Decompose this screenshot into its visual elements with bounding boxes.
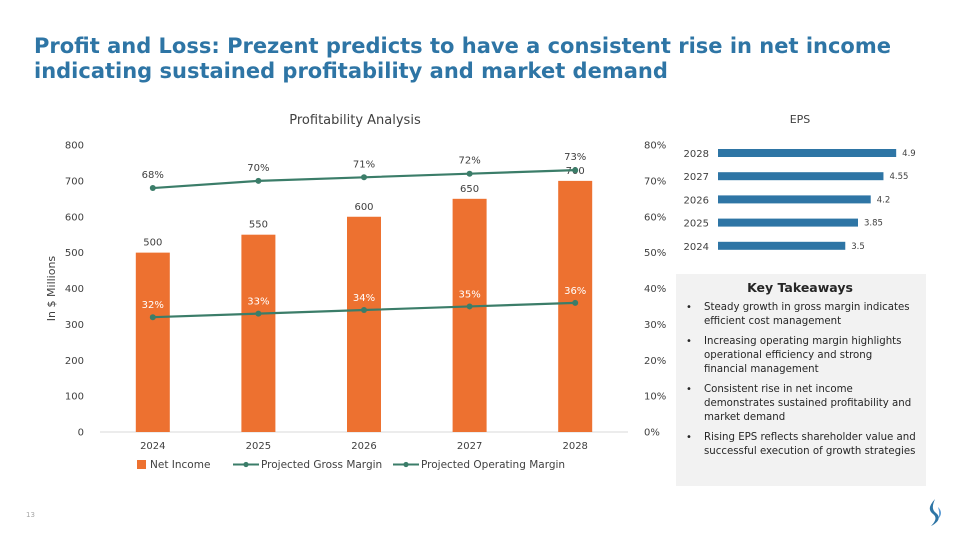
key-takeaways-title: Key Takeaways xyxy=(747,280,853,295)
takeaway-item: Consistent rise in net income demonstrat… xyxy=(684,383,916,425)
operating-margin-data-label: 35% xyxy=(458,289,480,300)
gross-margin-data-label: 70% xyxy=(247,163,269,174)
x-axis-tick-label: 2028 xyxy=(562,441,587,452)
eps-bar xyxy=(718,241,846,250)
eps-chart-title: EPS xyxy=(789,113,811,126)
takeaway-item: Rising EPS reflects shareholder value an… xyxy=(684,431,916,459)
y2-axis-tick-label: 80% xyxy=(644,141,666,152)
eps-data-label: 3.85 xyxy=(864,219,883,229)
net-income-bar xyxy=(241,234,276,432)
operating-margin-data-label: 36% xyxy=(564,286,586,297)
page-number: 13 xyxy=(26,511,35,519)
operating-margin-point xyxy=(149,314,156,321)
gross-margin-data-label: 73% xyxy=(564,152,586,163)
eps-category-label: 2027 xyxy=(684,172,709,183)
y2-axis-tick-label: 40% xyxy=(644,284,666,295)
eps-data-label: 4.55 xyxy=(889,172,908,182)
y2-axis-tick-label: 70% xyxy=(644,176,666,187)
y2-axis-tick-label: 10% xyxy=(644,392,666,403)
gross-margin-point xyxy=(255,177,262,184)
y-axis-tick-label: 200 xyxy=(65,356,84,367)
y2-axis-tick-label: 60% xyxy=(644,212,666,223)
eps-data-label: 4.2 xyxy=(877,195,891,205)
y2-axis-tick-label: 30% xyxy=(644,320,666,331)
net-income-legend-swatch xyxy=(137,460,146,469)
eps-bar xyxy=(718,149,897,157)
takeaway-item: Steady growth in gross margin indicates … xyxy=(684,301,916,329)
takeaway-item: Increasing operating margin highlights o… xyxy=(684,335,916,377)
eps-category-label: 2024 xyxy=(684,242,709,253)
y-axis-tick-label: 600 xyxy=(65,212,84,223)
eps-bar xyxy=(718,218,858,227)
operating-margin-legend-marker xyxy=(403,461,409,468)
net-income-bar xyxy=(135,252,170,432)
y-axis-tick-label: 800 xyxy=(65,141,84,152)
net-income-data-label: 500 xyxy=(143,238,162,249)
x-axis-tick-label: 2027 xyxy=(457,441,482,452)
y2-axis-tick-label: 50% xyxy=(644,248,666,259)
key-takeaways-box: Key Takeaways Steady growth in gross mar… xyxy=(676,274,926,486)
y-axis-tick-label: 100 xyxy=(65,392,84,403)
gross-margin-point xyxy=(149,185,156,192)
operating-margin-point xyxy=(466,303,473,310)
gross-margin-legend-marker xyxy=(243,461,249,468)
x-axis-tick-label: 2024 xyxy=(140,441,165,452)
gross-margin-point xyxy=(572,167,579,174)
gross-margin-legend-label: Projected Gross Margin xyxy=(261,459,382,471)
page-title-line-2: indicating sustained profitability and m… xyxy=(34,59,668,83)
y2-axis-tick-label: 0% xyxy=(644,428,660,439)
y-axis-tick-label: 300 xyxy=(65,320,84,331)
net-income-data-label: 550 xyxy=(249,220,268,231)
net-income-bar xyxy=(452,198,487,432)
key-takeaways-list: Steady growth in gross margin indicates … xyxy=(684,301,916,459)
y-axis-tick-label: 400 xyxy=(65,284,84,295)
eps-category-label: 2026 xyxy=(684,195,709,206)
operating-margin-point xyxy=(572,299,579,306)
net-income-data-label: 600 xyxy=(354,202,373,213)
eps-data-label: 3.5 xyxy=(851,242,865,252)
y-axis-tick-label: 500 xyxy=(65,248,84,259)
operating-margin-data-label: 34% xyxy=(353,293,375,304)
operating-margin-point xyxy=(255,310,262,317)
operating-margin-point xyxy=(361,307,367,314)
eps-data-label: 4.9 xyxy=(902,149,916,159)
gross-margin-data-label: 71% xyxy=(353,159,375,170)
operating-margin-legend-label: Projected Operating Margin xyxy=(421,459,565,471)
gross-margin-data-label: 72% xyxy=(458,156,480,167)
net-income-bar xyxy=(558,180,593,432)
y2-axis-tick-label: 20% xyxy=(644,356,666,367)
net-income-legend-label: Net Income xyxy=(150,459,210,471)
eps-bar xyxy=(718,195,871,204)
profitability-chart-title: Profitability Analysis xyxy=(289,113,421,128)
gross-margin-point xyxy=(361,174,367,181)
page-title-line-1: Profit and Loss: Prezent predicts to hav… xyxy=(34,34,891,58)
net-income-bar xyxy=(347,216,381,432)
operating-margin-data-label: 33% xyxy=(247,297,269,308)
eps-bar xyxy=(718,172,884,181)
y-axis-tick-label: 0 xyxy=(78,428,84,439)
company-logo-icon xyxy=(929,499,941,526)
net-income-data-label: 650 xyxy=(460,184,479,195)
gross-margin-data-label: 68% xyxy=(142,170,164,181)
x-axis-tick-label: 2025 xyxy=(246,441,271,452)
eps-category-label: 2025 xyxy=(684,219,709,230)
y-axis-tick-label: 700 xyxy=(65,176,84,187)
page-title: Profit and Loss: Prezent predicts to hav… xyxy=(34,34,914,84)
x-axis-tick-label: 2026 xyxy=(351,441,376,452)
gross-margin-point xyxy=(466,170,473,177)
operating-margin-data-label: 32% xyxy=(142,300,164,311)
eps-category-label: 2028 xyxy=(684,149,709,160)
y-axis-title: In $ Millions xyxy=(45,256,58,322)
